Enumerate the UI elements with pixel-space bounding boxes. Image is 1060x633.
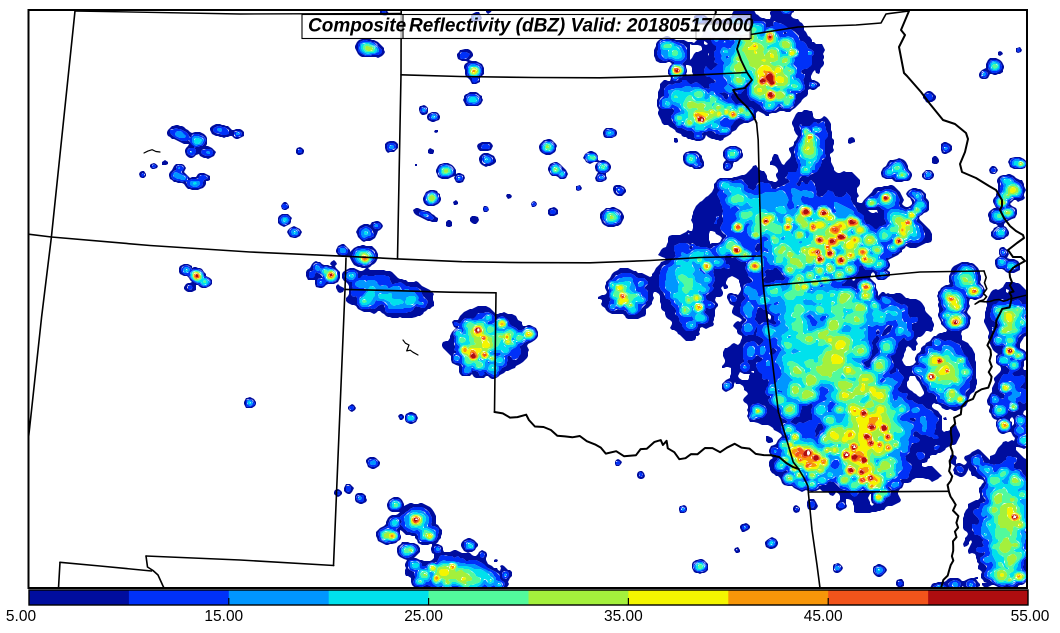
svg-text:15.00: 15.00 — [204, 608, 243, 625]
svg-text:45.00: 45.00 — [804, 608, 843, 625]
svg-text:35.00: 35.00 — [604, 608, 643, 625]
svg-text:Composite: Composite — [308, 16, 407, 37]
svg-text:5.00: 5.00 — [6, 608, 37, 625]
svg-text:Reflectivity (dBZ) Valid: 2018: Reflectivity (dBZ) Valid: 201805170000 — [409, 16, 754, 37]
svg-text:55.00: 55.00 — [1011, 608, 1050, 625]
svg-text:25.00: 25.00 — [404, 608, 443, 625]
